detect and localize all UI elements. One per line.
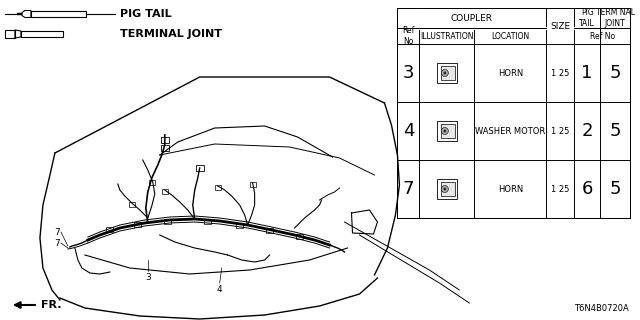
Bar bbox=[161, 145, 169, 151]
Bar bbox=[437, 179, 457, 199]
Bar bbox=[236, 222, 243, 228]
Text: 5: 5 bbox=[609, 180, 621, 198]
Text: COUPLER: COUPLER bbox=[451, 13, 493, 22]
Bar bbox=[437, 63, 457, 83]
Text: 1 25: 1 25 bbox=[551, 185, 570, 194]
Text: 7: 7 bbox=[54, 238, 60, 247]
Text: SIZE: SIZE bbox=[550, 21, 570, 30]
Circle shape bbox=[444, 130, 446, 132]
Text: FR.: FR. bbox=[41, 300, 61, 310]
Bar bbox=[214, 185, 221, 189]
Text: 3: 3 bbox=[403, 64, 414, 82]
Circle shape bbox=[442, 69, 449, 76]
Text: 5: 5 bbox=[609, 122, 621, 140]
Bar bbox=[204, 219, 211, 223]
Text: HORN: HORN bbox=[498, 68, 523, 77]
Bar bbox=[134, 221, 141, 227]
Text: 1 25: 1 25 bbox=[551, 126, 570, 135]
Bar bbox=[196, 165, 204, 171]
Text: 1: 1 bbox=[582, 64, 593, 82]
Bar bbox=[5, 30, 15, 38]
Text: T6N4B0720A: T6N4B0720A bbox=[574, 304, 629, 313]
Bar bbox=[106, 227, 113, 231]
Text: HORN: HORN bbox=[498, 185, 523, 194]
Circle shape bbox=[444, 71, 446, 75]
Text: 4: 4 bbox=[403, 122, 414, 140]
Text: Ref
No: Ref No bbox=[402, 26, 415, 46]
Text: 2: 2 bbox=[581, 122, 593, 140]
Text: ILLUSTRATION: ILLUSTRATION bbox=[420, 31, 474, 41]
Bar bbox=[164, 219, 172, 223]
Text: 3: 3 bbox=[145, 274, 150, 283]
Text: Ref No: Ref No bbox=[589, 31, 614, 41]
Text: PIG TAIL: PIG TAIL bbox=[120, 9, 172, 19]
Circle shape bbox=[444, 188, 446, 190]
Bar bbox=[31, 11, 86, 17]
Bar bbox=[250, 181, 255, 187]
Text: PIG
TAIL: PIG TAIL bbox=[579, 8, 595, 28]
Bar bbox=[129, 202, 135, 206]
Text: 4: 4 bbox=[217, 285, 223, 294]
Bar bbox=[161, 137, 169, 143]
Text: 1 25: 1 25 bbox=[551, 68, 570, 77]
Circle shape bbox=[442, 186, 449, 193]
Text: LOCATION: LOCATION bbox=[491, 31, 529, 41]
Bar bbox=[296, 234, 303, 238]
Bar bbox=[162, 188, 168, 194]
Bar bbox=[21, 31, 63, 37]
Text: 5: 5 bbox=[609, 64, 621, 82]
Text: TERMINAL JOINT: TERMINAL JOINT bbox=[120, 29, 222, 39]
Text: 6: 6 bbox=[582, 180, 593, 198]
Text: 7: 7 bbox=[54, 228, 60, 236]
Text: WASHER MOTOR: WASHER MOTOR bbox=[475, 126, 545, 135]
Circle shape bbox=[442, 127, 449, 134]
Bar bbox=[17, 13, 22, 15]
Bar bbox=[441, 124, 455, 138]
Polygon shape bbox=[351, 210, 378, 234]
Bar bbox=[266, 228, 273, 233]
Bar bbox=[441, 66, 455, 80]
Bar bbox=[441, 182, 455, 196]
Text: TERM NAL
JOINT: TERM NAL JOINT bbox=[596, 8, 635, 28]
Bar bbox=[437, 121, 457, 141]
Text: 7: 7 bbox=[403, 180, 414, 198]
Bar bbox=[148, 180, 155, 185]
